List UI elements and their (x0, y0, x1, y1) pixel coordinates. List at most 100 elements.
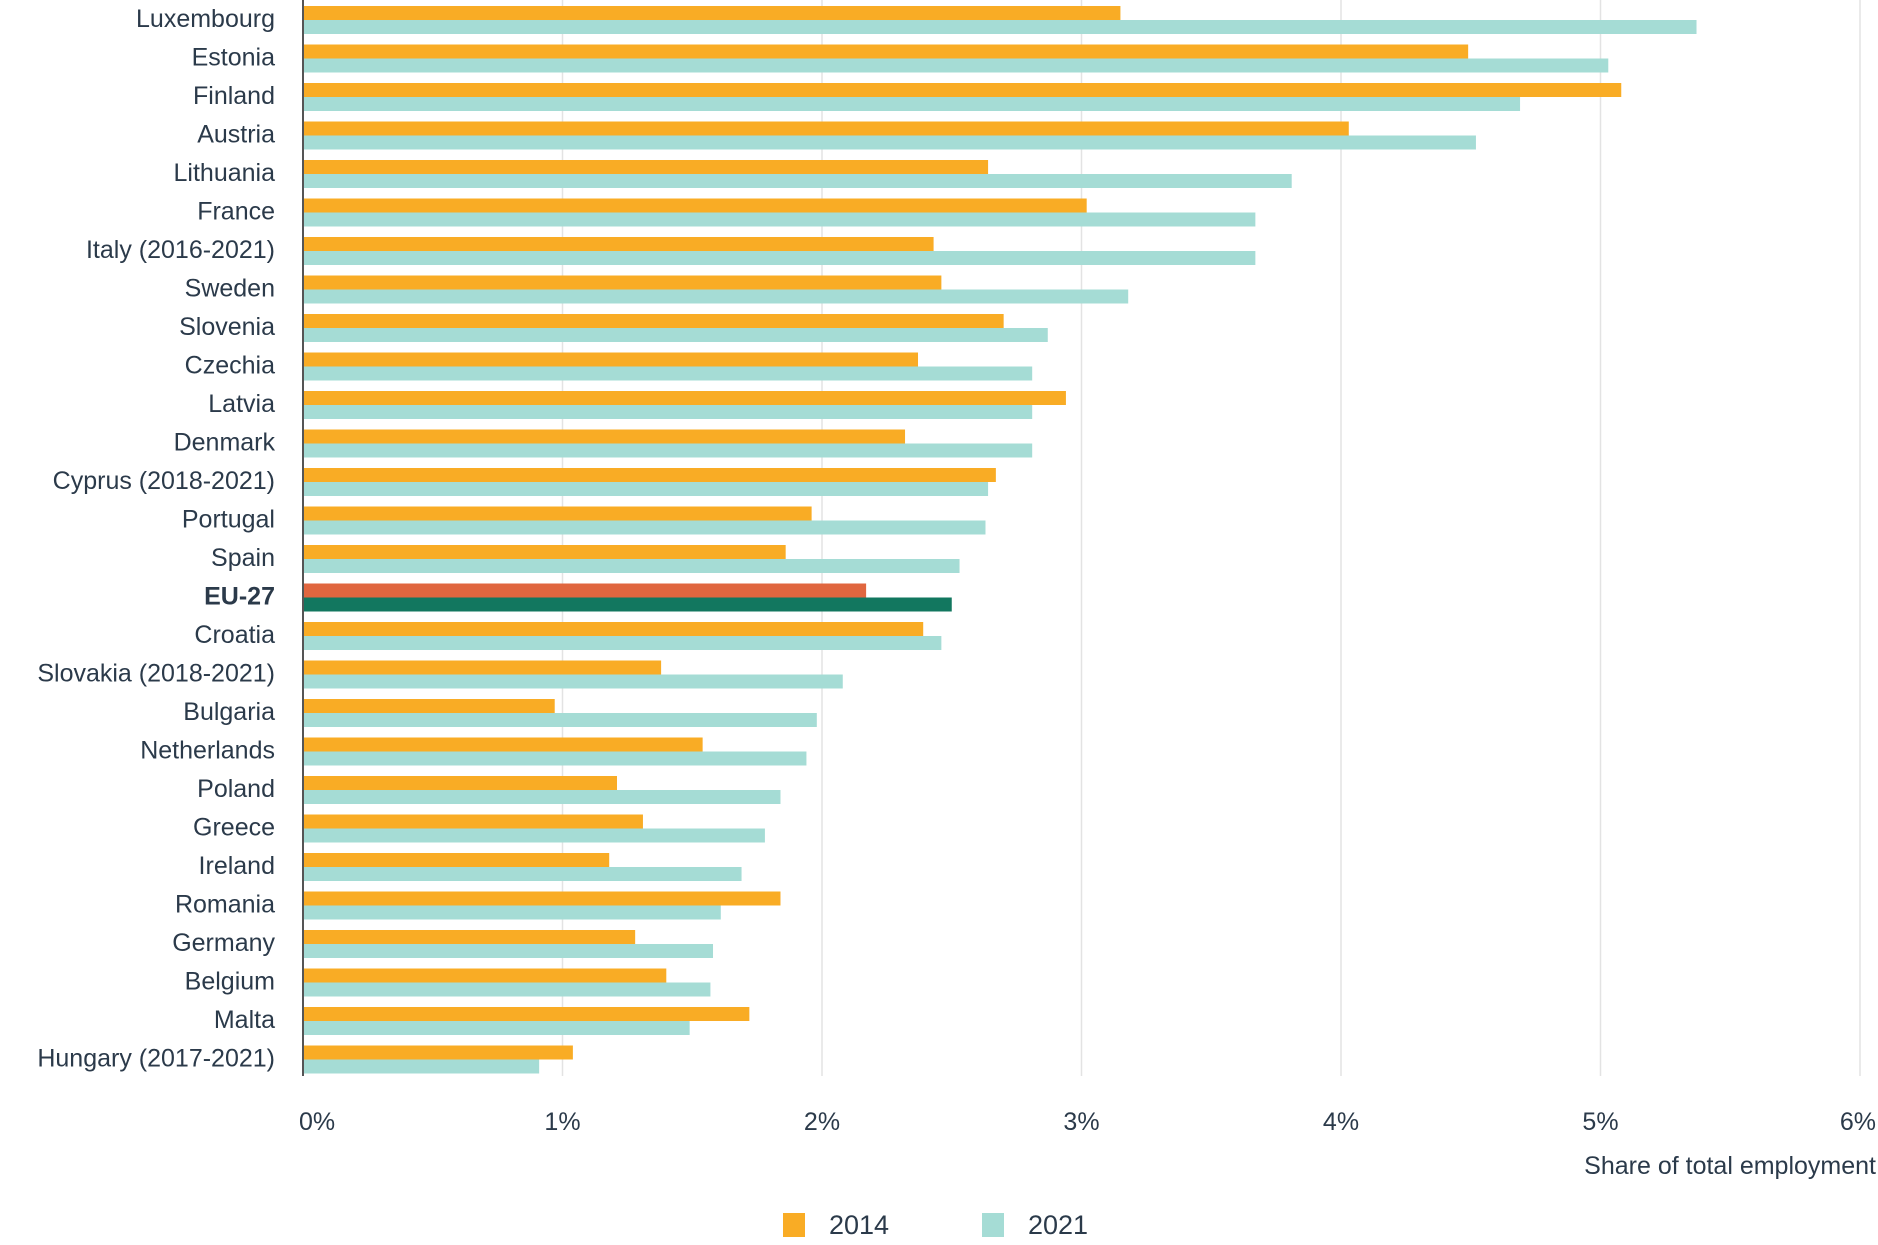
category-label: Lithuania (174, 159, 276, 187)
category-label: Spain (211, 544, 275, 572)
x-tick-label: 5% (1582, 1108, 1618, 1136)
x-tick-label: 1% (544, 1108, 580, 1136)
bar-2014 (303, 391, 1066, 405)
bar-2021 (303, 328, 1048, 342)
bar-2021 (303, 982, 711, 997)
bar-2021 (303, 713, 817, 727)
bar-2014 (303, 660, 662, 675)
bar-2014 (303, 891, 781, 906)
bar-2021 (303, 520, 986, 535)
bars (303, 6, 1697, 1074)
category-label: Italy (2016-2021) (86, 236, 275, 264)
bar-2021 (303, 636, 942, 650)
legend-label: 2014 (829, 1210, 889, 1240)
category-label: Greece (193, 814, 275, 842)
x-tick-label: 0% (299, 1108, 335, 1136)
legend-swatch (982, 1213, 1004, 1237)
category-label: Hungary (2017-2021) (37, 1045, 275, 1073)
bar-2021 (303, 405, 1033, 419)
category-label: France (197, 198, 275, 226)
legend-swatch (783, 1213, 805, 1237)
bar-2014 (303, 275, 942, 290)
bar-2014 (303, 1045, 573, 1060)
category-label: Portugal (182, 506, 275, 534)
category-label: Cyprus (2018-2021) (53, 467, 275, 495)
bar-2014 (303, 968, 667, 983)
category-label: Denmark (174, 429, 276, 457)
bar-2021 (303, 674, 843, 689)
x-axis-title: Share of total employment (1584, 1152, 1876, 1180)
bar-2014 (303, 930, 636, 944)
bar-2014 (303, 776, 617, 790)
bar-2014 (303, 44, 1469, 59)
bar-2021 (303, 1059, 540, 1074)
bar-2014 (303, 468, 996, 482)
bar-2021 (303, 559, 960, 573)
bar-2014 (303, 121, 1349, 136)
bar-2021 (303, 828, 765, 843)
bar-2014 (303, 853, 610, 867)
bar-2021 (303, 174, 1292, 188)
category-label: Poland (197, 775, 275, 803)
category-label: Bulgaria (183, 698, 275, 726)
bar-2021 (303, 867, 742, 881)
bar-2021 (303, 482, 989, 496)
bar-2014 (303, 352, 919, 367)
category-label: EU-27 (204, 583, 275, 611)
bar-2021 (303, 212, 1256, 227)
bar-2021 (303, 366, 1033, 381)
category-label: Germany (172, 929, 275, 957)
x-tick-label: 4% (1323, 1108, 1359, 1136)
category-label: Netherlands (140, 737, 275, 765)
category-label: Czechia (185, 352, 275, 380)
bar-2014 (303, 622, 924, 636)
bar-2021 (303, 20, 1697, 34)
category-label: Belgium (185, 968, 275, 996)
bar-2014 (303, 583, 867, 598)
category-label: Romania (175, 891, 275, 919)
bar-2021 (303, 251, 1256, 265)
bar-2021 (303, 135, 1476, 150)
x-tick-label: 6% (1840, 1108, 1876, 1136)
x-tick-label: 3% (1063, 1108, 1099, 1136)
category-label: Estonia (192, 44, 275, 72)
category-label: Slovakia (2018-2021) (37, 660, 275, 688)
category-label: Sweden (185, 275, 275, 303)
bar-2014 (303, 506, 812, 521)
bar-2021 (303, 58, 1609, 73)
bar-2014 (303, 1007, 750, 1021)
category-label: Latvia (208, 390, 275, 418)
category-label: Slovenia (179, 313, 275, 341)
category-labels: Luxembourg Estonia Finland Austria Lithuania… (37, 5, 275, 1073)
x-tick-labels: 0% 1% 2% 3% 4% 5% 6% (299, 1108, 1876, 1136)
bar-2014 (303, 814, 643, 829)
bar-2014 (303, 83, 1622, 97)
bar-2021 (303, 443, 1033, 458)
category-label: Luxembourg (136, 5, 275, 33)
category-label: Malta (214, 1006, 275, 1034)
category-label: Ireland (199, 852, 275, 880)
bar-2021 (303, 905, 721, 920)
category-label: Croatia (194, 621, 275, 649)
legend: 2014 2021 (783, 1210, 1088, 1240)
bar-2014 (303, 314, 1004, 328)
bar-2014 (303, 545, 786, 559)
bar-2021 (303, 597, 952, 612)
legend-label: 2021 (1028, 1210, 1088, 1240)
bar-2014 (303, 699, 555, 713)
bar-2021 (303, 1021, 690, 1035)
bar-2014 (303, 160, 989, 174)
bar-2021 (303, 289, 1129, 304)
bar-2021 (303, 751, 807, 766)
bar-2014 (303, 237, 934, 251)
category-label: Austria (197, 121, 275, 149)
bar-2021 (303, 97, 1521, 111)
bar-2021 (303, 944, 714, 958)
category-label: Finland (193, 82, 275, 110)
bar-2021 (303, 790, 781, 804)
bar-2014 (303, 429, 906, 444)
bar-2014 (303, 6, 1121, 20)
x-tick-label: 2% (804, 1108, 840, 1136)
bar-2014 (303, 198, 1087, 213)
